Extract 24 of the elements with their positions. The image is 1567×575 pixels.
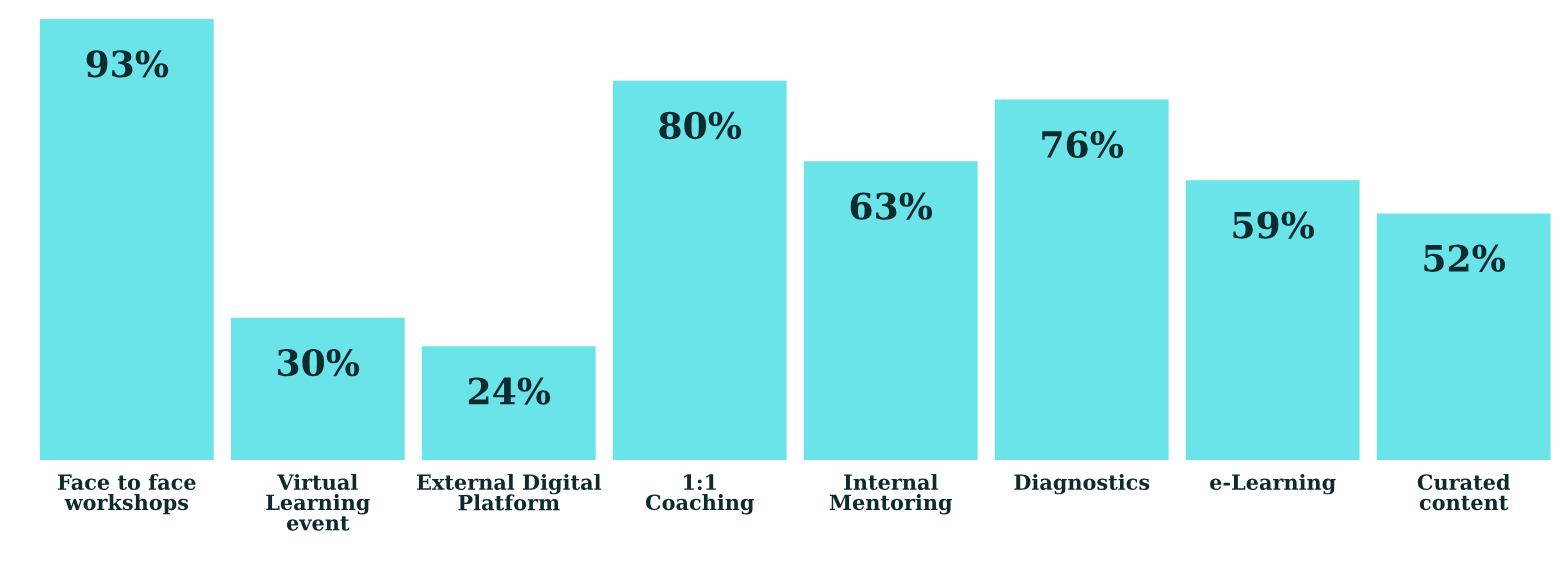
bar [39,18,214,460]
data-label: 80% [659,111,742,140]
x-tick-label: Diagnostics [1014,473,1150,495]
bar [1376,213,1551,460]
x-tick-label: External Digital Platform [417,473,601,511]
data-label: 63% [850,192,933,220]
data-label: 30% [278,348,360,377]
bar [1185,180,1360,460]
data-label: 24% [468,377,551,405]
x-tick-label: e-Learning [1210,473,1336,495]
bar [994,99,1169,460]
bar [612,80,787,460]
data-label: 76% [1042,130,1124,159]
x-tick-label: Curated content [1417,473,1511,511]
data-label: 52% [1424,244,1506,272]
bar [803,161,978,460]
bar [230,317,405,460]
bar [421,346,596,460]
x-tick-label: 1:1 Coaching [645,474,754,515]
x-tick-label: Face to face workshops [58,473,196,515]
data-label: 93% [86,50,169,78]
data-label: 59% [1233,211,1315,239]
x-tick-label: Internal Mentoring [829,473,953,515]
x-tick-label: Virtual Learning event [266,473,370,531]
